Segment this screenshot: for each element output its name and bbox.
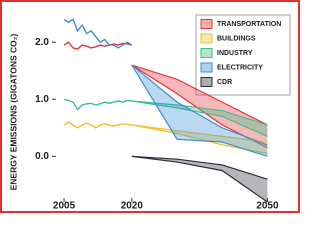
history-line [63,18,133,49]
band-edge [131,64,268,126]
band-fill [131,65,268,157]
legend-label: ELECTRICITY [217,64,263,71]
y-axis-label: ENERGY EMISSIONS (GIGATONS CO₂) [8,33,18,190]
y-tick-label: 1.0 [35,94,49,105]
band-fill [131,65,268,148]
x-tick-label: 2050 [256,201,279,212]
y-tick-label: 0.0 [35,151,49,162]
y-tick-label: 2.0 [35,37,49,48]
band-edge [131,155,268,203]
legend-label: TRANSPORTATION [217,21,281,28]
chart: ENERGY EMISSIONS (GIGATONS CO₂) 0.0 1.0 2.… [0,0,300,213]
history-line [63,41,132,50]
x-tick-label: 2020 [121,201,144,212]
history-line [63,98,132,111]
legend-swatch [200,33,213,44]
legend-label: BUILDINGS [217,35,256,42]
legend-swatch [200,19,213,29]
legend-swatch [200,62,213,73]
legend-label: INDUSTRY [217,50,253,57]
band-fill [131,156,268,202]
legend-label: CDR [217,79,232,86]
band-edge [131,124,268,143]
legend-swatch [200,77,213,87]
band-edge [131,64,268,157]
legend-swatch [200,48,213,58]
history-line [63,121,132,129]
x-tick-label: 2005 [53,201,76,212]
band-edge [131,100,268,137]
band-edge [131,155,268,180]
band-edge [131,64,268,146]
